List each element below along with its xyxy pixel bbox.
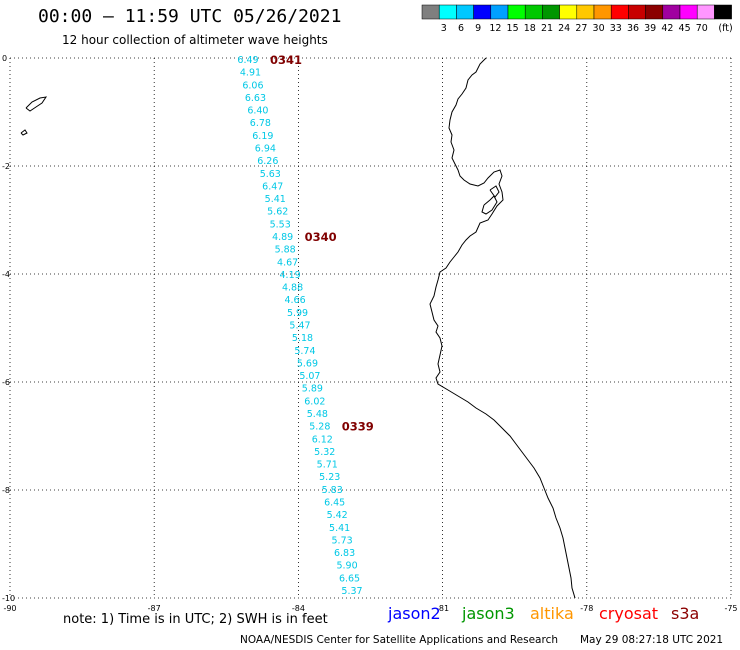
satellite-s3a: s3a bbox=[671, 604, 700, 623]
legend-tick-label: 3 bbox=[441, 23, 447, 34]
legend-tick-label: 30 bbox=[593, 23, 605, 34]
pass-time-label: 0341 bbox=[270, 53, 302, 67]
footer-note: note: 1) Time is in UTC; 2) SWH is in fe… bbox=[63, 612, 328, 627]
lon-tick-label: -78 bbox=[580, 604, 593, 612]
wave-height-value[interactable]: 5.41 bbox=[329, 523, 350, 534]
altimeter-map[interactable]: -90 -87 -84 -81 -78 -750-2-4-6-8-106.494.916.… bbox=[0, 0, 740, 612]
legend-tick-label: 27 bbox=[575, 23, 587, 34]
wave-height-value[interactable]: 5.32 bbox=[314, 447, 335, 458]
wave-height-value[interactable]: 4.89 bbox=[272, 232, 293, 243]
legend-tick-label: 24 bbox=[558, 23, 570, 34]
wave-height-value[interactable]: 5.47 bbox=[289, 321, 310, 332]
wave-height-value[interactable]: 6.19 bbox=[252, 131, 273, 142]
lon-tick-label: -75 bbox=[724, 604, 737, 612]
wave-height-color-legend: 3 6 9 12 15 18 21 24 27 30 33 36 39 42 45 70 (ft) bbox=[421, 4, 733, 34]
legend-unit-label: (ft) bbox=[718, 23, 732, 34]
lat-tick-label: -4 bbox=[2, 270, 10, 279]
wave-height-value[interactable]: 6.26 bbox=[257, 156, 278, 167]
legend-tick-label: 45 bbox=[679, 23, 691, 34]
galapagos-island-small bbox=[20, 129, 28, 136]
galapagos-island-large bbox=[25, 96, 48, 112]
wave-height-value[interactable]: 5.74 bbox=[294, 346, 315, 357]
legend-tick-label: 39 bbox=[644, 23, 656, 34]
legend-tick-label: 70 bbox=[696, 23, 708, 34]
wave-height-value[interactable]: 5.88 bbox=[275, 245, 296, 256]
wave-height-value[interactable]: 6.65 bbox=[339, 573, 360, 584]
small-island bbox=[489, 185, 500, 198]
lat-tick-label: -2 bbox=[2, 162, 10, 171]
wave-height-value[interactable]: 4.19 bbox=[280, 270, 301, 281]
generated-timestamp: May 29 08:27:18 UTC 2021 bbox=[580, 634, 724, 646]
wave-height-value[interactable]: 5.42 bbox=[327, 510, 348, 521]
puna-island bbox=[481, 195, 498, 215]
wave-height-value[interactable]: 5.83 bbox=[322, 485, 343, 496]
wave-height-value[interactable]: 5.90 bbox=[336, 561, 357, 572]
lon-tick-label: -81 bbox=[436, 604, 449, 612]
wave-height-value[interactable]: 6.49 bbox=[237, 55, 258, 66]
wave-height-value[interactable]: 6.12 bbox=[312, 434, 333, 445]
lat-tick-label: -8 bbox=[2, 486, 10, 495]
wave-height-value[interactable]: 6.40 bbox=[247, 106, 268, 117]
legend-tick-label: 15 bbox=[507, 23, 519, 34]
satellite-jason2: jason2 bbox=[388, 604, 441, 623]
wave-height-value[interactable]: 4.67 bbox=[277, 257, 298, 268]
lon-tick-label: -87 bbox=[148, 604, 161, 612]
legend-tick-label: 9 bbox=[475, 23, 481, 34]
legend-tick-label: 6 bbox=[458, 23, 464, 34]
wave-height-value[interactable]: 6.02 bbox=[304, 396, 325, 407]
legend-tick-label: 18 bbox=[524, 23, 536, 34]
wave-height-value[interactable]: 6.47 bbox=[262, 181, 283, 192]
wave-height-value[interactable]: 5.48 bbox=[307, 409, 328, 420]
chart-subtitle: 12 hour collection of altimeter wave hei… bbox=[62, 33, 328, 47]
wave-height-value[interactable]: 4.66 bbox=[284, 295, 305, 306]
wave-height-value[interactable]: 5.63 bbox=[260, 169, 281, 180]
lat-tick-label: -6 bbox=[2, 378, 10, 387]
wave-height-value[interactable]: 5.99 bbox=[287, 308, 308, 319]
wave-height-value[interactable]: 5.23 bbox=[319, 472, 340, 483]
wave-height-value[interactable]: 6.06 bbox=[242, 80, 263, 91]
wave-height-value[interactable]: 6.45 bbox=[324, 498, 345, 509]
satellite-cryosat: cryosat bbox=[599, 604, 659, 623]
legend-tick-label: 21 bbox=[541, 23, 553, 34]
satellite-altika: altika bbox=[530, 604, 574, 623]
legend-tick-label: 42 bbox=[661, 23, 673, 34]
legend-tick-label: 12 bbox=[489, 23, 501, 34]
wave-height-value[interactable]: 6.63 bbox=[245, 93, 266, 104]
wave-height-value[interactable]: 5.41 bbox=[265, 194, 286, 205]
wave-height-value[interactable]: 5.89 bbox=[302, 384, 323, 395]
lat-tick-label: 0 bbox=[2, 54, 7, 63]
wave-height-value[interactable]: 5.73 bbox=[332, 535, 353, 546]
legend-tick-label: 36 bbox=[627, 23, 639, 34]
satellite-jason3: jason3 bbox=[462, 604, 515, 623]
wave-height-value[interactable]: 6.83 bbox=[334, 548, 355, 559]
wave-height-value[interactable]: 5.71 bbox=[317, 460, 338, 471]
chart-title: 00:00 – 11:59 UTC 05/26/2021 bbox=[38, 6, 342, 27]
wave-height-value[interactable]: 5.07 bbox=[299, 371, 320, 382]
credit-line: NOAA/NESDIS Center for Satellite Applica… bbox=[240, 634, 558, 646]
wave-height-value[interactable]: 5.62 bbox=[267, 207, 288, 218]
coastline bbox=[429, 57, 576, 599]
wave-height-value[interactable]: 5.28 bbox=[309, 422, 330, 433]
wave-height-value[interactable]: 6.78 bbox=[250, 118, 271, 129]
pass-time-label: 0340 bbox=[305, 230, 337, 244]
lon-tick-label: -84 bbox=[292, 604, 305, 612]
legend-swatch bbox=[714, 4, 732, 20]
pass-time-label: 0339 bbox=[342, 420, 374, 434]
wave-height-value[interactable]: 4.88 bbox=[282, 283, 303, 294]
wave-height-value[interactable]: 5.69 bbox=[297, 358, 318, 369]
wave-height-value[interactable]: 5.37 bbox=[341, 586, 362, 597]
legend-tick-label: 33 bbox=[610, 23, 622, 34]
lat-tick-label: -10 bbox=[2, 594, 15, 603]
wave-height-value[interactable]: 6.94 bbox=[255, 144, 276, 155]
lon-tick-label: -90 bbox=[3, 604, 16, 612]
wave-height-value[interactable]: 5.53 bbox=[270, 219, 291, 230]
wave-height-value[interactable]: 4.91 bbox=[240, 68, 261, 79]
wave-height-value[interactable]: 5.18 bbox=[292, 333, 313, 344]
